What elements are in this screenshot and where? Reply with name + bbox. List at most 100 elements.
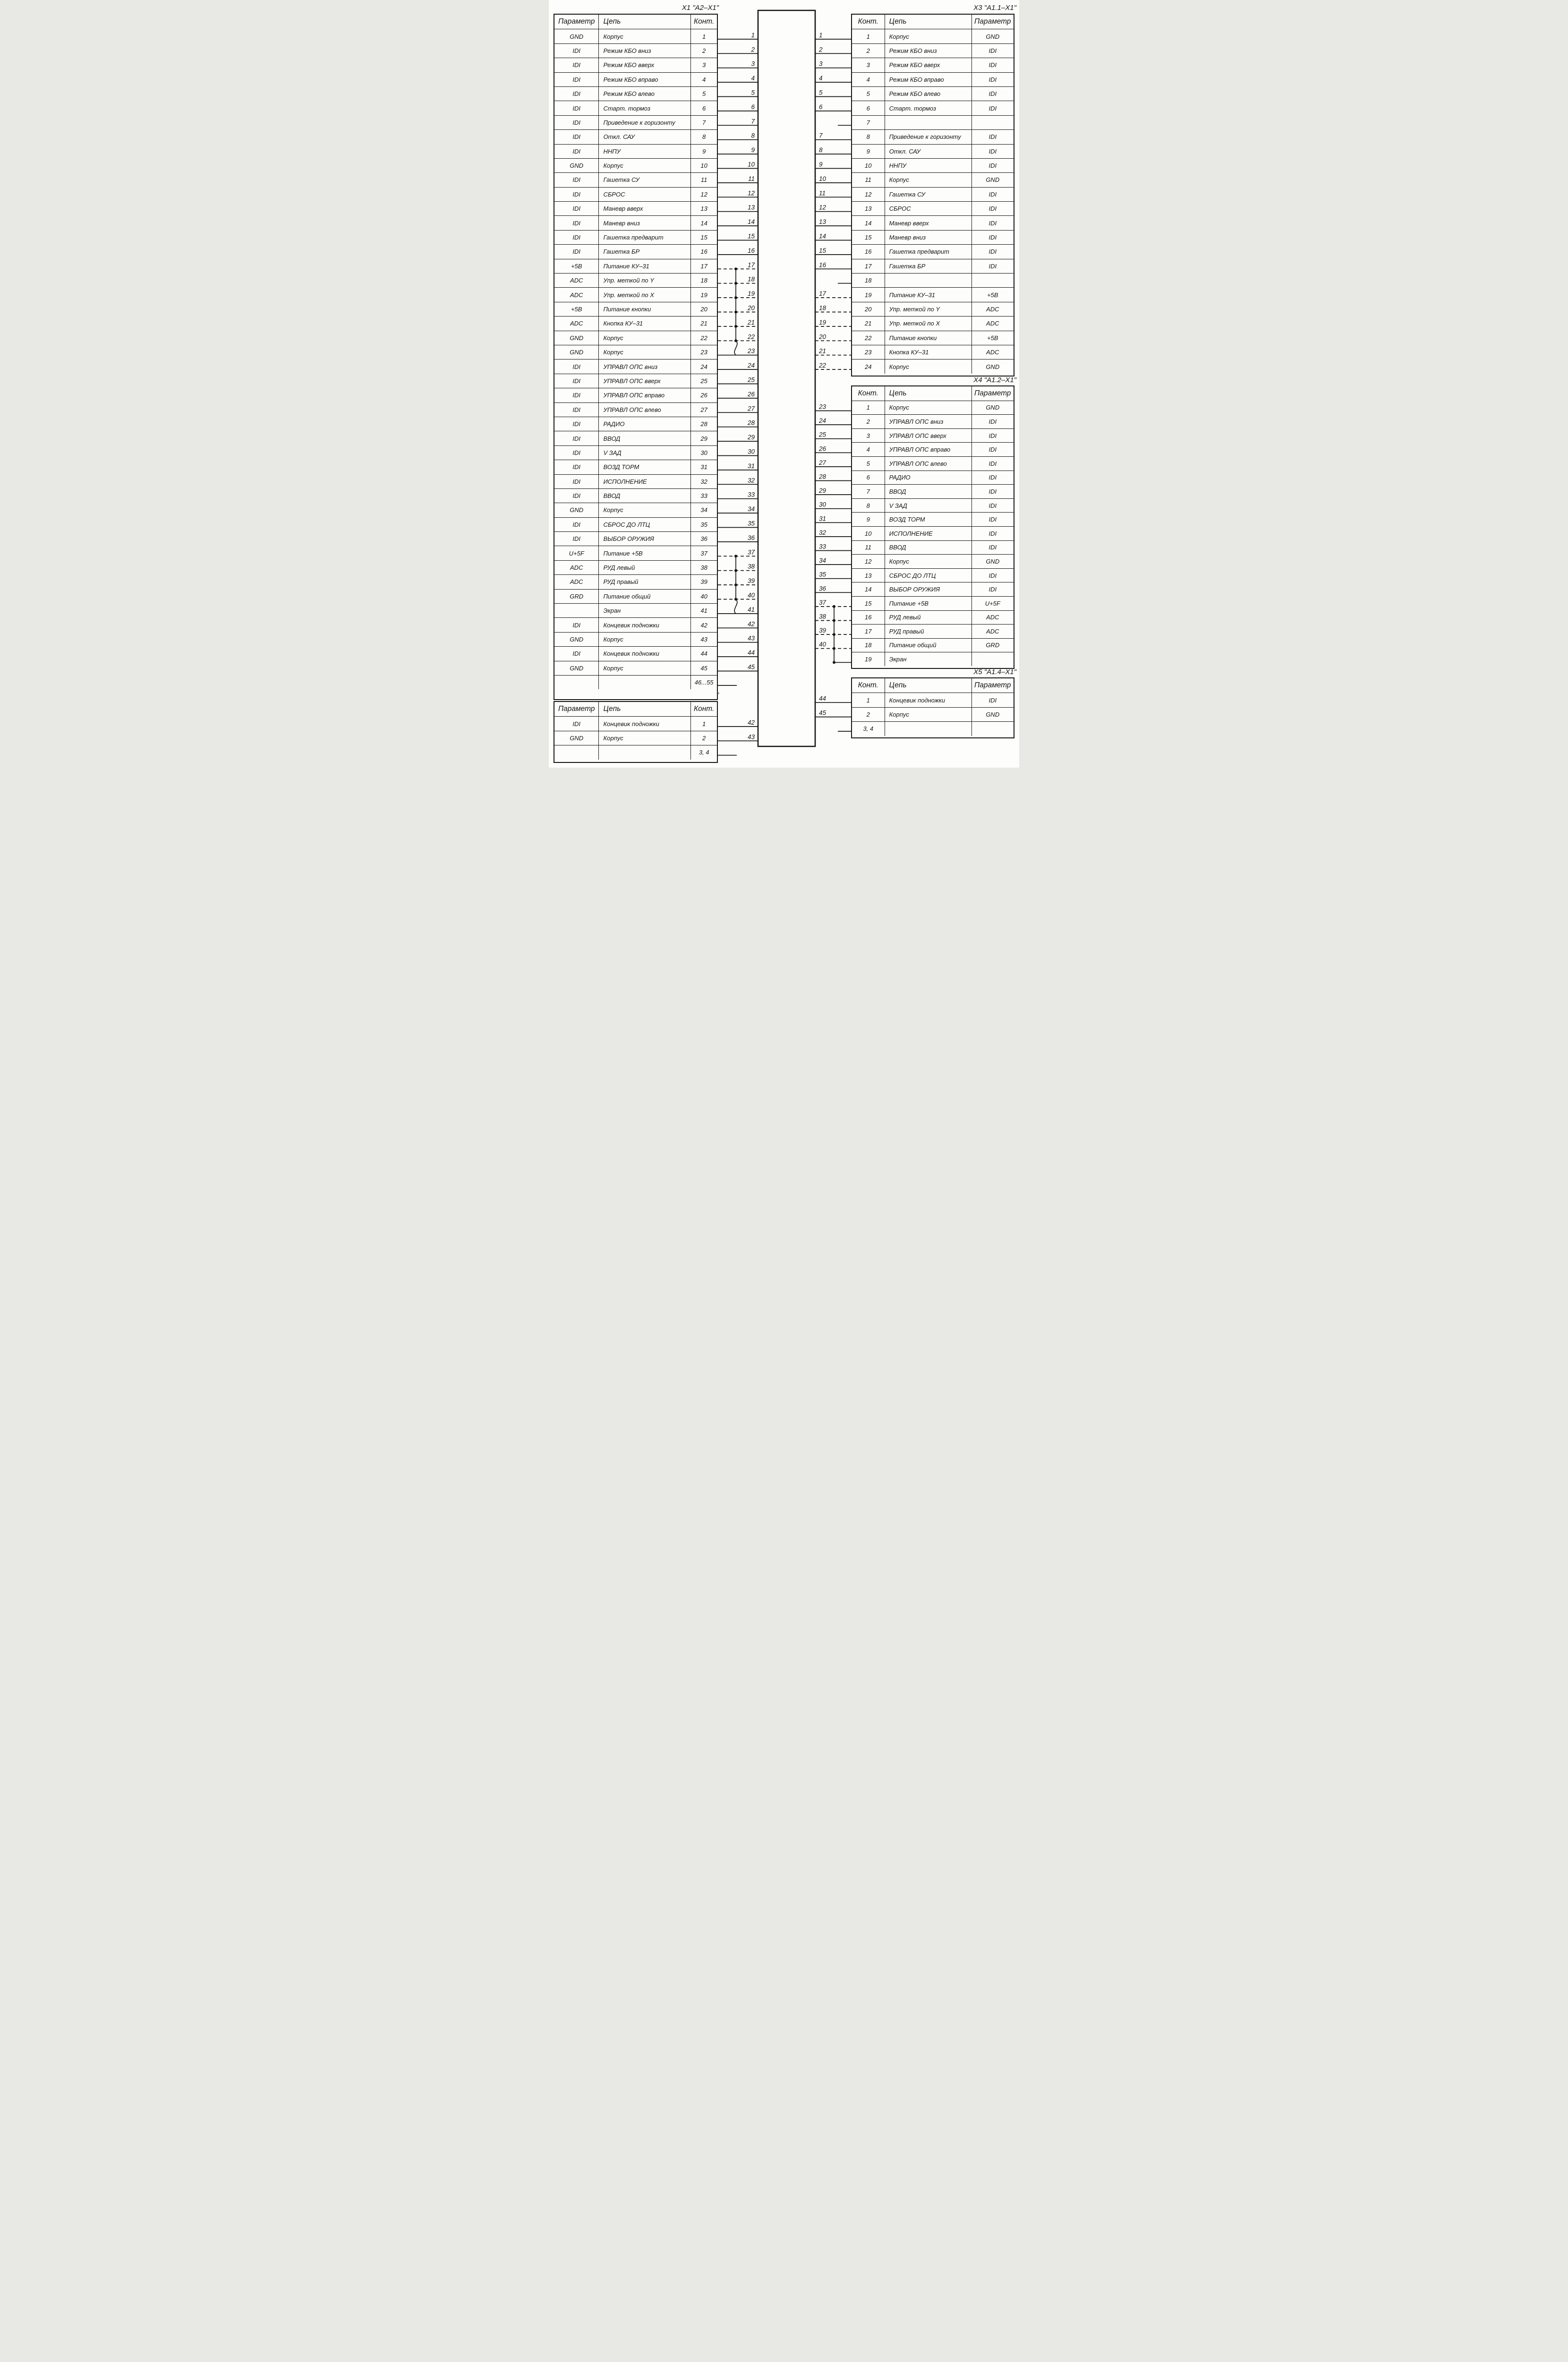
wire-number: 20 xyxy=(818,333,827,340)
wire-number: 12 xyxy=(748,189,755,197)
table-cell: IDI xyxy=(989,572,997,579)
table-row: +5В Питание КУ–31 17 xyxy=(554,258,717,274)
table-cell: 1 xyxy=(852,401,885,415)
column-header: Конт. xyxy=(852,386,885,401)
column-header: Параметр xyxy=(974,17,1011,26)
table-cell: Режим КБО вниз xyxy=(599,43,691,58)
table-cell: 11 xyxy=(852,173,885,187)
wire-number: 4 xyxy=(819,75,823,82)
table-cell: 29 xyxy=(700,435,707,442)
table-cell xyxy=(885,115,972,130)
table-cell: 3 xyxy=(852,58,885,72)
table-cell: 18 xyxy=(700,277,707,284)
wire-number: 16 xyxy=(819,261,827,268)
table-cell: Питание +5В xyxy=(599,546,691,560)
table-row: IDI УПРАВЛ ОПС вправо 26 xyxy=(554,388,717,402)
table-row: ADC Упр. меткой по Y 18 xyxy=(554,273,717,288)
table-cell: 18 xyxy=(852,274,885,288)
table-cell: 9 xyxy=(702,147,706,155)
table-cell: УПРАВЛ ОПС вправо xyxy=(885,443,972,456)
wire-number: 22 xyxy=(818,362,827,369)
table-cell: 3 xyxy=(702,61,706,69)
shield-junction-dot xyxy=(833,661,835,664)
table-row: IDI СБРОС ДО ЛТЦ 35 xyxy=(554,517,717,532)
table-cell: 20 xyxy=(700,306,707,313)
table-cell: Экран xyxy=(885,652,972,666)
table-cell: +5В xyxy=(987,334,998,342)
table-cell: IDI xyxy=(989,544,997,551)
table-cell: Корпус xyxy=(599,503,691,517)
table-row: 13 СБРОС ДО ЛТЦ IDI xyxy=(852,568,1014,582)
table-cell: 13 xyxy=(852,568,885,582)
table-cell: 7 xyxy=(852,115,885,130)
table-row: +5В Питание кнопки 20 xyxy=(554,301,717,317)
shield-junction-dot xyxy=(734,310,737,314)
table-row: IDI ИСПОЛНЕНИЕ 32 xyxy=(554,474,717,488)
table-cell: 36 xyxy=(700,535,707,543)
wire-number: 25 xyxy=(818,431,827,438)
table-cell: Откл. САУ xyxy=(885,144,972,158)
table-row: IDI Маневр вниз 14 xyxy=(554,215,717,230)
table-cell: IDI xyxy=(989,488,997,495)
table-header-row: Конт. Цепь Параметр xyxy=(852,15,1014,29)
table-cell: 3, 4 xyxy=(852,722,885,736)
table-cell: 1 xyxy=(702,720,706,727)
shield-junction-dot xyxy=(833,619,835,622)
table-cell: ВЫБОР ОРУЖИЯ xyxy=(599,532,691,546)
table-cell: 17 xyxy=(852,259,885,274)
wire-number: 36 xyxy=(819,585,827,592)
table-cell: 3 xyxy=(852,428,885,443)
table-row: 6 РАДИО IDI xyxy=(852,470,1014,485)
wire-number: 33 xyxy=(748,491,755,498)
table-row: 19 Питание КУ–31 +5В xyxy=(852,287,1014,302)
table-row: 3, 4 xyxy=(852,721,1014,736)
table-cell: GND xyxy=(554,632,599,647)
table-cell: IDI xyxy=(989,104,997,112)
table-cell: IDI xyxy=(554,402,599,417)
table-cell: Питание общий xyxy=(599,589,691,604)
table-row: ADC Кнопка КУ–31 21 xyxy=(554,316,717,331)
table-cell: СБРОС ДО ЛТЦ xyxy=(599,517,691,532)
table-row: IDI УПРАВЛ ОПС вверх 25 xyxy=(554,373,717,388)
table-cell: 43 xyxy=(700,635,707,643)
table-cell: IDI xyxy=(554,144,599,158)
table-cell: Корпус xyxy=(599,731,691,745)
table-cell: ADC xyxy=(986,627,999,635)
pin-table-x1: Параметр Цепь Конт. GND Корпус 1 IDI Режим КБО … xyxy=(554,14,718,701)
table-row: 9 ВОЗД ТОРМ IDI xyxy=(852,512,1014,526)
table-cell: ВОЗД ТОРМ xyxy=(885,513,972,526)
table-cell: Питание КУ–31 xyxy=(885,288,972,302)
table-cell: УПРАВЛ ОПС влево xyxy=(885,456,972,471)
table-row: IDI Гашетка СУ 11 xyxy=(554,172,717,187)
table-cell: Концевик подножки xyxy=(885,693,972,707)
table-cell: Упр. меткой по Y xyxy=(885,302,972,317)
wire-number: 42 xyxy=(748,719,755,726)
table-cell xyxy=(972,652,1014,666)
table-row: GND Корпус 23 xyxy=(554,344,717,359)
table-cell: Экран xyxy=(599,604,691,618)
table-row: U+5F Питание +5В 37 xyxy=(554,546,717,560)
wire-number: 26 xyxy=(818,445,827,452)
table-cell: 2 xyxy=(702,47,706,54)
table-cell: GND xyxy=(554,158,599,173)
table-cell: УПРАВЛ ОПС влево xyxy=(599,402,691,417)
wire-number: 19 xyxy=(748,290,755,297)
shield-drain-wire xyxy=(734,340,738,356)
table-row: GND Корпус 43 xyxy=(554,632,717,647)
table-cell: 37 xyxy=(700,549,707,557)
wire-number: 10 xyxy=(819,175,827,182)
table-cell: Корпус xyxy=(885,359,972,374)
table-cell: 23 xyxy=(852,345,885,359)
table-cell: УПРАВЛ ОПС вверх xyxy=(885,428,972,443)
table-cell: 24 xyxy=(700,363,707,370)
table-cell: 2 xyxy=(702,734,706,742)
table-cell: 2 xyxy=(852,415,885,428)
table-cell: IDI xyxy=(554,474,599,488)
table-row: 20 Упр. меткой по Y ADC xyxy=(852,301,1014,317)
table-row: ADC РУД левый 38 xyxy=(554,560,717,575)
table-cell: 3, 4 xyxy=(699,749,709,756)
table-cell: Корпус xyxy=(885,29,972,43)
wire-number: 40 xyxy=(748,592,755,599)
shield-drain-wire xyxy=(734,599,738,614)
wire-number: 37 xyxy=(748,548,755,556)
